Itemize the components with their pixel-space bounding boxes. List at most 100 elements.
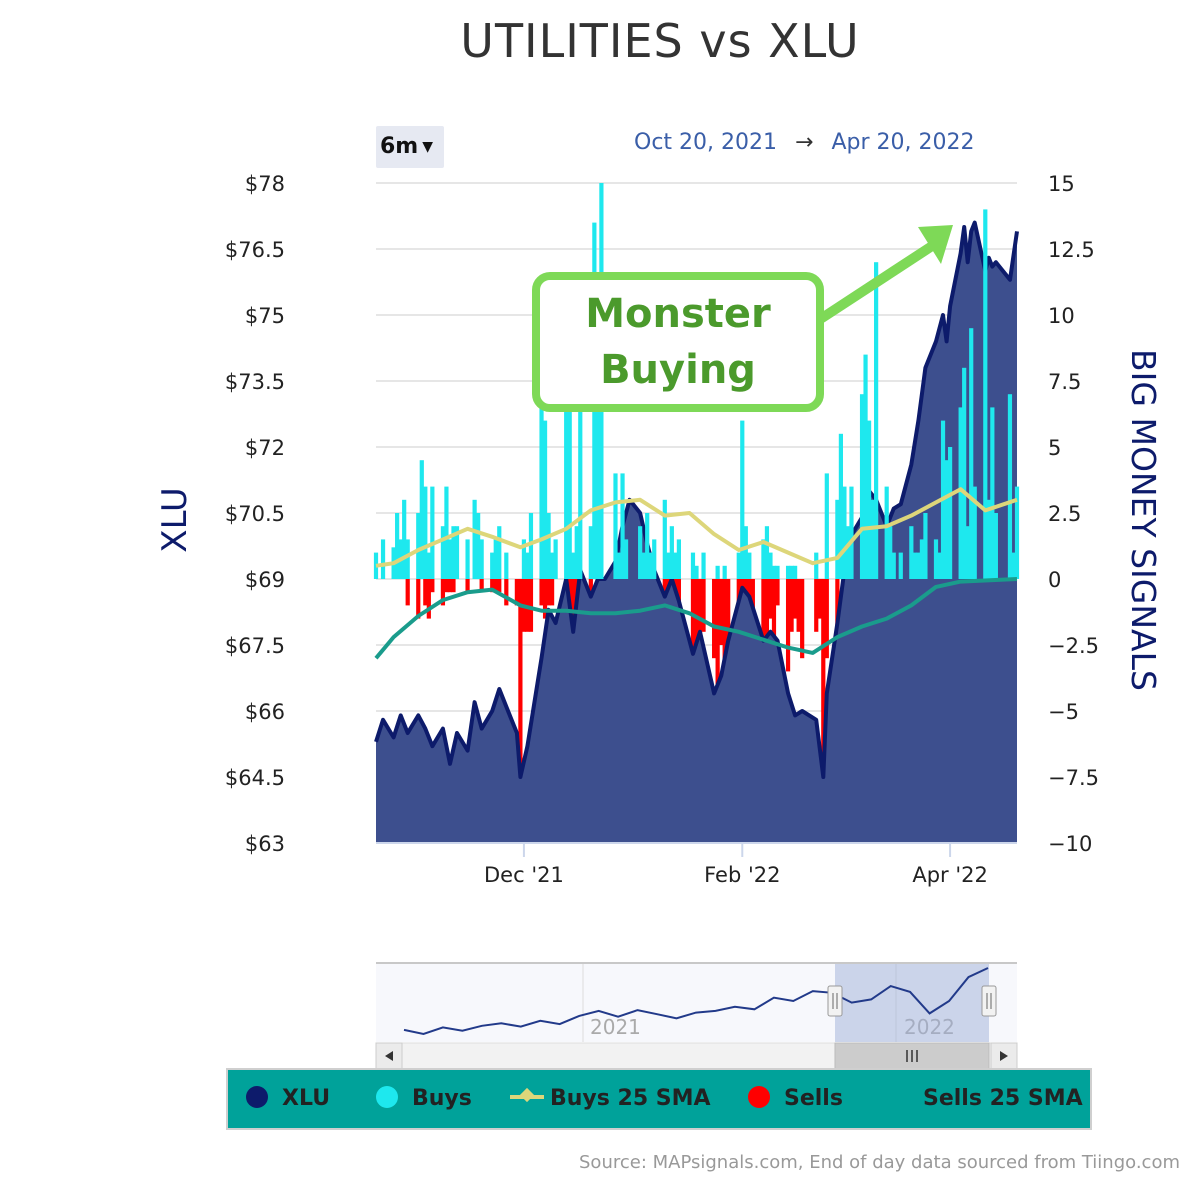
navigator-handle-left[interactable]: [827, 985, 843, 1017]
date-from[interactable]: Oct 20, 2021: [634, 130, 777, 155]
buys-bar: [416, 513, 421, 579]
buys-bar: [965, 526, 970, 579]
left-tick-label: $67.5: [225, 634, 285, 658]
source-credit: Source: MAPsignals.com, End of day data …: [579, 1152, 1180, 1173]
buys-bar: [747, 552, 752, 579]
legend-label: Buys: [412, 1086, 472, 1111]
buys-bar: [553, 539, 558, 579]
navigator-handle-right[interactable]: [981, 985, 997, 1017]
buys-bar: [497, 526, 502, 579]
buys-bar: [493, 539, 498, 579]
sells-bar: [796, 579, 801, 632]
scroll-left-arrow-icon: [385, 1051, 393, 1061]
sells-bar: [423, 579, 428, 606]
buys-bar: [919, 539, 925, 579]
buys-bar: [690, 552, 696, 579]
buys-bar: [648, 552, 653, 579]
buys-bar: [694, 565, 699, 579]
right-axis-title: BIG MONEY SIGNALS: [1124, 349, 1163, 691]
buys-bar: [701, 552, 706, 579]
legend-label: Buys 25 SMA: [550, 1086, 711, 1111]
navigator: 2021 2022: [376, 962, 1017, 1042]
buys-bar: [426, 552, 431, 579]
sells-bar: [768, 579, 773, 619]
buys-bar: [866, 420, 872, 579]
legend-item-sells-sma[interactable]: Sells 25 SMA: [923, 1086, 1083, 1111]
scrollbar-left-button[interactable]: [375, 1042, 403, 1070]
annotation-arrow-shaft: [817, 241, 937, 323]
right-tick-label: −10: [1048, 832, 1092, 856]
buys-bar: [380, 539, 386, 579]
buys-bar: [405, 539, 410, 579]
buys-bar: [525, 552, 530, 579]
sells-bar: [465, 579, 470, 593]
sells-bar: [800, 579, 805, 659]
sells-sma-line: [374, 577, 1018, 660]
buys-bar: [574, 526, 579, 579]
left-tick-label: $72: [245, 436, 285, 460]
range-selector[interactable]: 6m ▼: [376, 126, 444, 168]
sells-bar: [426, 579, 431, 619]
buys-bar: [490, 552, 495, 579]
left-tick-label: $76.5: [225, 238, 285, 262]
buys-bar: [916, 552, 921, 579]
buys-bar: [465, 539, 470, 579]
legend-xlu-marker: [246, 1086, 268, 1108]
buys-bar: [673, 552, 678, 579]
buys-bar: [476, 513, 481, 579]
sells-bar: [440, 579, 446, 606]
sells-bar: [479, 579, 484, 593]
legend-item-buys[interactable]: Buys: [376, 1086, 472, 1111]
buys-bar: [546, 513, 551, 579]
x-tick-label: Apr '22: [912, 863, 988, 887]
buys-bar: [676, 539, 681, 579]
buys-bar: [454, 526, 460, 579]
sells-bar: [447, 579, 453, 593]
buys-bar: [937, 552, 942, 579]
buys-bar: [740, 420, 745, 579]
sells-bar: [814, 579, 819, 632]
sells-bar: [712, 579, 717, 659]
legend-label: Sells 25 SMA: [923, 1086, 1083, 1111]
legend-buys-marker: [376, 1086, 398, 1108]
legend: XLU Buys Buys 25 SMA Sells Sells 25 SMA: [226, 1068, 1092, 1130]
buys-bar: [785, 565, 791, 579]
sells-bar: [504, 579, 509, 606]
buys-bar: [983, 209, 988, 579]
annotation-box: [532, 272, 824, 412]
sells-bar: [490, 579, 495, 593]
buys-bar: [969, 328, 974, 579]
buys-bar: [447, 539, 453, 579]
right-tick-label: −2.5: [1048, 634, 1099, 658]
sells-bar: [701, 579, 706, 632]
sells-bar: [549, 579, 555, 606]
buys-bar: [972, 486, 977, 579]
legend-item-sells[interactable]: Sells: [748, 1086, 843, 1111]
buys-bar: [962, 367, 967, 579]
legend-item-xlu[interactable]: XLU: [246, 1086, 330, 1111]
buys-bar: [912, 552, 917, 579]
sells-bar: [416, 579, 421, 619]
buys-bar: [793, 565, 798, 579]
buys-bar: [669, 526, 674, 579]
xlu-area: [376, 222, 1017, 844]
sells-bar: [444, 579, 449, 593]
right-axis: 15 12.5 10 7.5 5 2.5 0 −2.5 −5 −7.5 −10: [1048, 172, 1099, 856]
right-tick-label: −5: [1048, 700, 1079, 724]
legend-item-buys-sma[interactable]: Buys 25 SMA: [510, 1086, 711, 1111]
annotation-line1: Monster: [585, 291, 771, 337]
buys-bar: [595, 315, 600, 579]
buys-bar: [623, 539, 629, 579]
navigator-selected-range[interactable]: [835, 964, 989, 1042]
sells-bar: [824, 579, 829, 659]
sells-bar: [719, 579, 724, 645]
legend-label: XLU: [282, 1086, 331, 1111]
buys-bar: [620, 473, 625, 579]
right-tick-label: 12.5: [1048, 238, 1095, 262]
sells-bar: [722, 579, 727, 711]
buys-bar: [578, 394, 583, 579]
date-to[interactable]: Apr 20, 2022: [831, 130, 975, 155]
legend-buys-sma-marker: [510, 1095, 544, 1099]
buys-bar: [838, 433, 844, 579]
